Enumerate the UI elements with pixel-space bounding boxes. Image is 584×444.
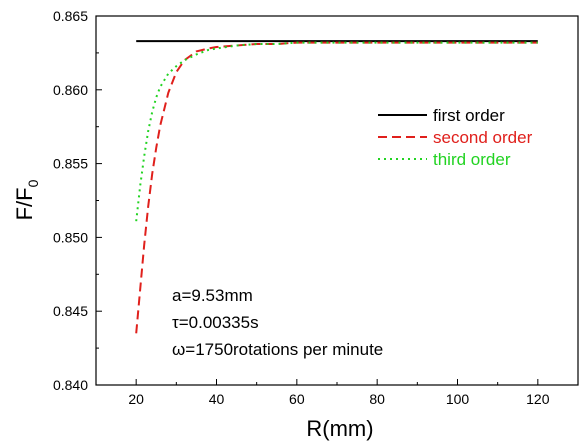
plot-area-frame [95,15,579,386]
x-tick-label: 80 [369,391,385,407]
y-tick-label: 0.855 [53,156,88,172]
y-tick-label: 0.845 [53,303,88,319]
x-tick-label: 60 [289,391,305,407]
series-line-third-order [135,41,538,222]
y-tick-label: 0.865 [53,8,88,24]
y-axis-title-main: F/F [12,187,37,220]
x-tick-label: 40 [209,391,225,407]
x-tick-label: 20 [128,391,144,407]
annotation-omega: ω=1750rotations per minute [172,340,383,359]
annotation-tau: τ=0.00335s [172,313,259,332]
y-tick-label: 0.850 [53,229,88,245]
legend-label-third-order: third order [433,150,511,169]
legend: first order second order third order [378,106,533,169]
y-tick-label: 0.860 [53,82,88,98]
legend-label-first-order: first order [433,106,505,125]
legend-label-second-order: second order [433,128,533,147]
x-tick-label: 120 [526,391,550,407]
series-layer [135,40,538,334]
y-axis-title-text: F/F0 [12,179,41,220]
ticks-layer: 20 40 60 80 100 120 0.840 0.845 0.850 0.855 0.860 0… [53,8,550,407]
y-tick-label: 0.840 [53,377,88,393]
y-axis-title: F/F0 [12,179,41,220]
annotation-a: a=9.53mm [172,286,253,305]
x-tick-label: 100 [446,391,470,407]
y-axis-title-subscript: 0 [25,179,41,187]
x-axis-title: R(mm) [306,416,373,441]
